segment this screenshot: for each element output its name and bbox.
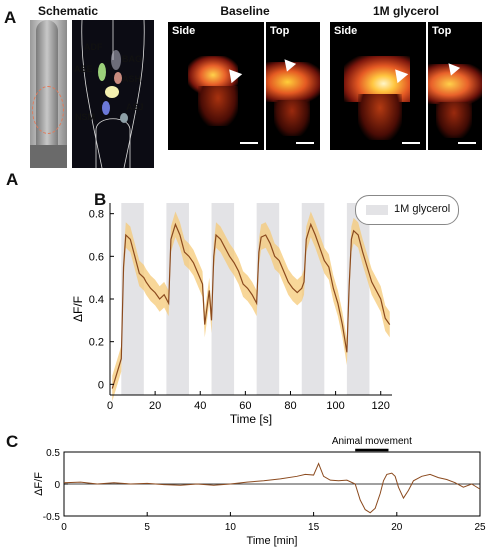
- x-axis-label: Time [s]: [230, 412, 272, 426]
- x-tick-label-0: 0: [107, 400, 113, 412]
- scale-bar: [296, 142, 314, 144]
- neuron-label-bag: BAG: [122, 54, 142, 64]
- error-band: [112, 211, 390, 402]
- neuron-label-adf: ADF: [84, 42, 103, 52]
- legend-swatch: [366, 205, 388, 215]
- baseline-side-label: Side: [172, 25, 196, 37]
- x-tick-label-1: 5: [144, 522, 150, 533]
- x-axis-label: Time [min]: [247, 535, 298, 547]
- neuron-schematic: ADF BAG ASE ASH NSM ASJ: [72, 20, 154, 168]
- glycerol-top-label: Top: [432, 25, 452, 37]
- baseline-title: Baseline: [220, 4, 270, 18]
- baseline-top-label: Top: [270, 25, 290, 37]
- movement-label: Animal movement: [332, 436, 412, 447]
- legend-box: 1M glycerol: [355, 195, 459, 225]
- neuron-label-asj: ASJ: [126, 102, 144, 112]
- x-tick-label-0: 0: [61, 522, 67, 533]
- glycerol-side-label: Side: [334, 25, 358, 37]
- y-tick-label-1: 0.2: [89, 337, 104, 349]
- x-tick-label-4: 20: [391, 522, 403, 533]
- x-tick-label-1: 20: [149, 400, 161, 412]
- x-tick-label-3: 60: [239, 400, 251, 412]
- glycerol-top-image: Top: [428, 22, 482, 150]
- x-tick-label-2: 10: [225, 522, 237, 533]
- x-tick-label-4: 80: [284, 400, 296, 412]
- trace-line: [111, 222, 391, 389]
- neuron-label-nsm: NSM: [75, 112, 95, 122]
- y-axis-label: ΔF/F: [71, 296, 85, 322]
- legend-label: 1M glycerol: [394, 203, 451, 215]
- trace-line: [63, 462, 481, 514]
- glycerol-side-image: Side: [330, 22, 426, 150]
- y-tick-label-2: 0.5: [46, 448, 60, 459]
- baseline-side-image: Side: [168, 22, 264, 150]
- x-tick-label-2: 40: [194, 400, 206, 412]
- panel-a-letter: A: [4, 8, 17, 27]
- neuron-label-ase: ASE: [74, 64, 93, 74]
- x-tick-label-5: 25: [474, 522, 486, 533]
- worm-micrograph: [30, 20, 67, 168]
- y-tick-label-3: 0.6: [89, 251, 104, 263]
- y-axis-label: ΔF/F: [33, 472, 45, 496]
- x-tick-label-6: 120: [372, 400, 390, 412]
- panel-b-letter: B: [94, 190, 107, 209]
- y-tick-label-0: -0.5: [43, 512, 61, 523]
- x-tick-label-3: 15: [308, 522, 320, 533]
- scale-bar: [240, 142, 258, 144]
- baseline-top-image: Top: [266, 22, 320, 150]
- x-tick-label-5: 100: [326, 400, 344, 412]
- stimulus-band-0: [121, 203, 144, 395]
- schematic-title: Schematic: [37, 4, 99, 18]
- y-tick-label-0: 0: [98, 379, 104, 391]
- chart-b: 0 0.2 0.4 0.6 0.8 0 20 40 60 80 100 120 Time [s] ΔF/F: [71, 203, 392, 426]
- scale-bar: [458, 142, 476, 144]
- neuron-label-ash: ASH: [122, 74, 142, 84]
- y-tick-label-1: 0: [54, 480, 60, 491]
- y-tick-label-2: 0.4: [89, 294, 104, 306]
- scale-bar: [402, 142, 420, 144]
- panel-a-sub-letter: A: [6, 170, 19, 189]
- glycerol-title: 1M glycerol: [372, 4, 440, 18]
- y-tick-label-4: 0.8: [89, 209, 104, 221]
- panel-c-letter: C: [6, 432, 19, 451]
